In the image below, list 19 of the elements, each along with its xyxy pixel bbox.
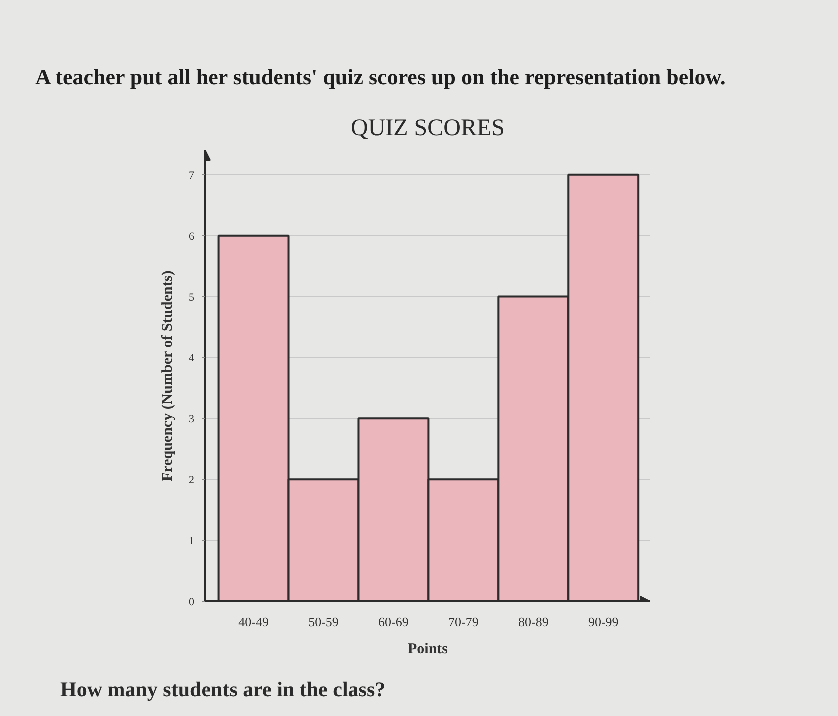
- y-tick-label: 2: [189, 474, 194, 487]
- y-tick-label: 7: [189, 170, 195, 182]
- y-tick-label: 5: [189, 292, 195, 304]
- x-tick-label: 60-69: [378, 614, 409, 630]
- y-tick-label: 1: [189, 536, 194, 548]
- x-tick-label: 70-79: [448, 614, 479, 630]
- x-axis-title: Points: [408, 642, 448, 658]
- text: How many students are in the class?: [60, 678, 386, 702]
- x-tick-label: 90-99: [588, 614, 619, 630]
- y-tick-label: 4: [189, 352, 195, 365]
- y-tick-label: 6: [189, 230, 195, 243]
- x-tick-label: 50-59: [308, 614, 339, 630]
- x-tick-label: 40-49: [238, 614, 269, 630]
- chart-title: QUIZ SCORES: [350, 116, 506, 142]
- y-tick-label: 3: [189, 414, 195, 426]
- y-tick-label: 0: [189, 596, 195, 608]
- x-tick-label: 80-89: [518, 614, 549, 630]
- text: A teacher put all her students' quiz scores up on the representation below.: [36, 64, 726, 90]
- y-axis-title: Frequency (Number of Students): [160, 270, 176, 482]
